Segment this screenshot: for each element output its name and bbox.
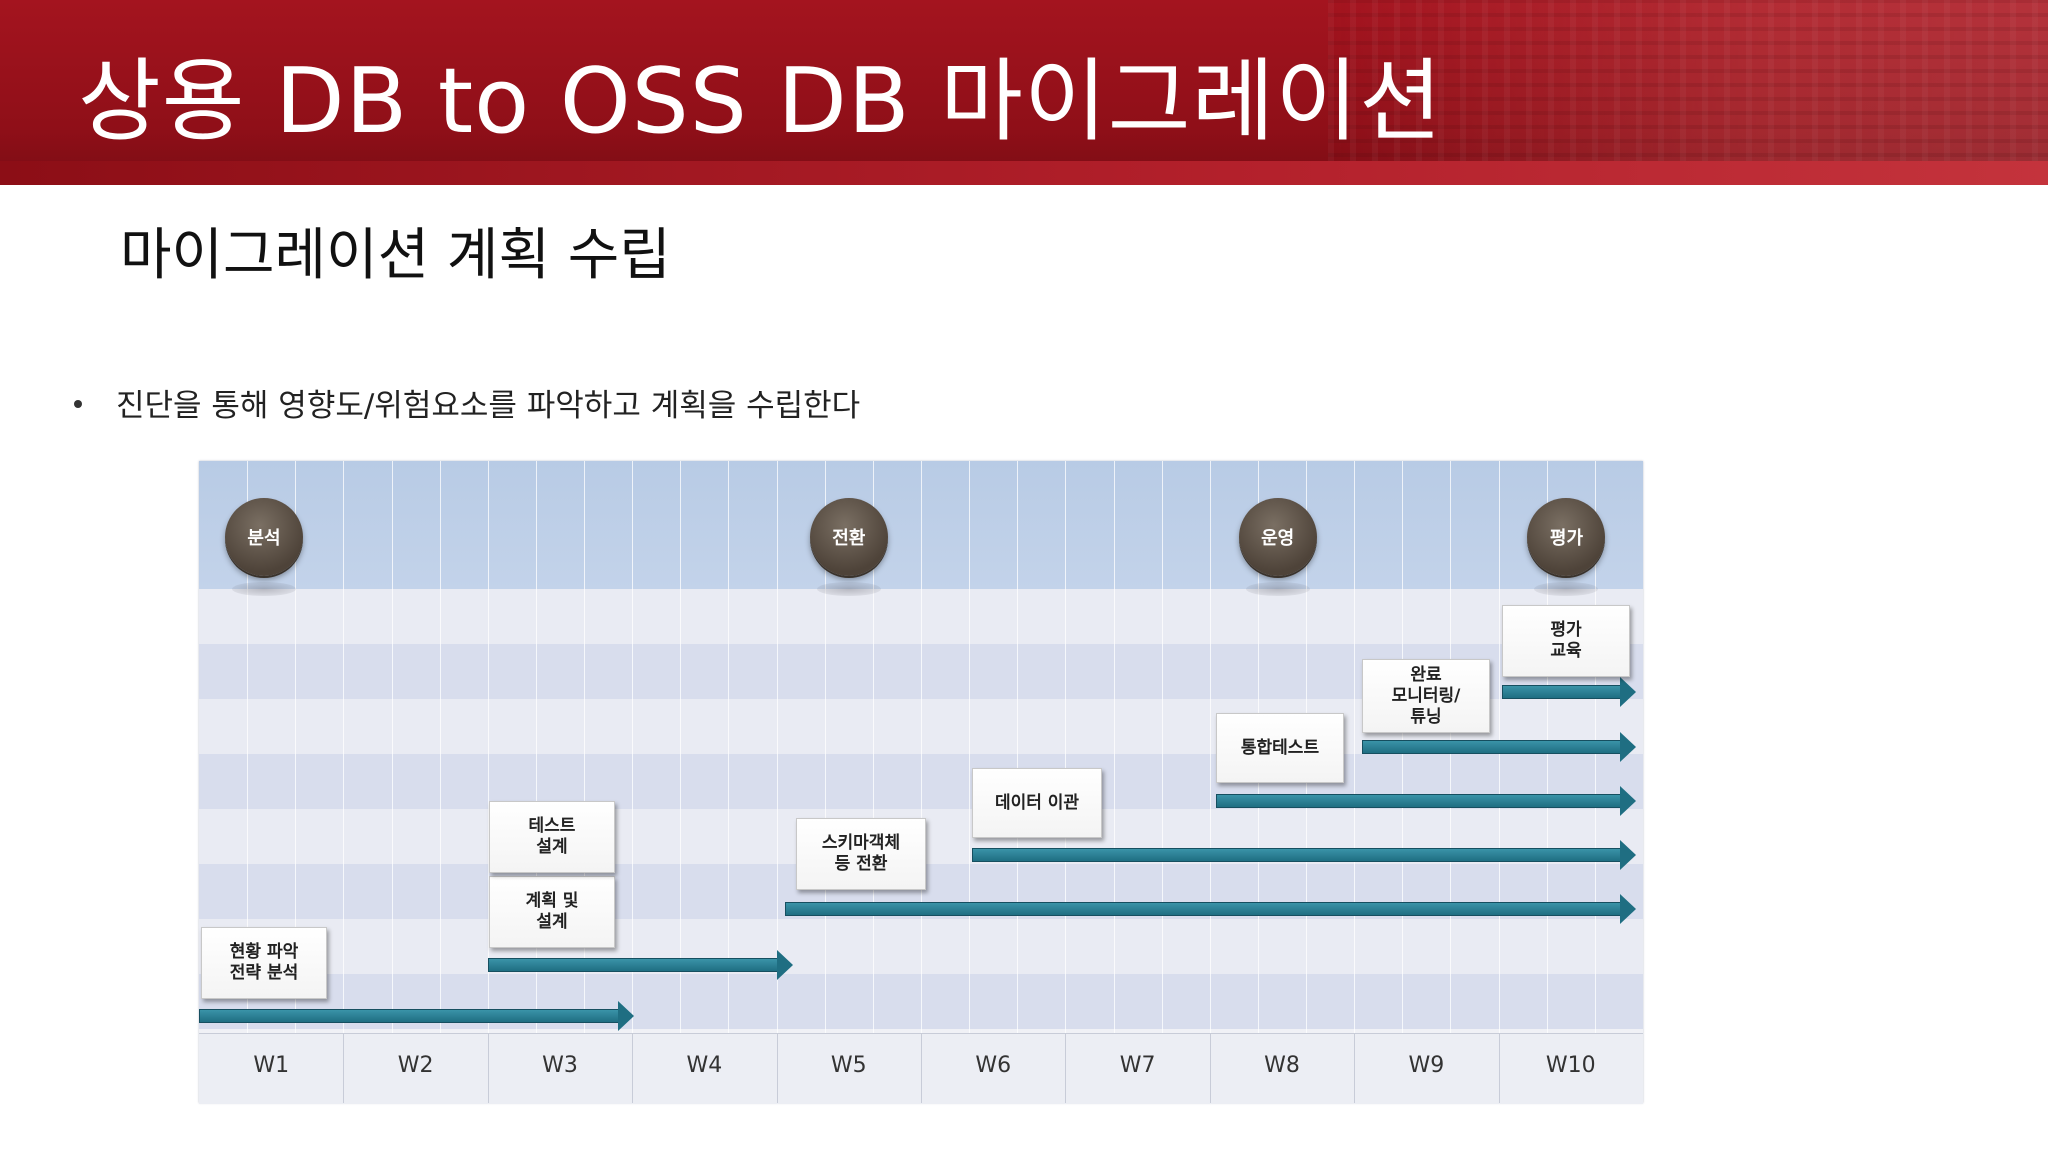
week-separator <box>343 1033 345 1103</box>
gridline <box>1017 461 1018 1033</box>
gridline <box>488 461 489 1033</box>
week-label-w3: W3 <box>542 1053 578 1078</box>
week-label-w5: W5 <box>830 1053 867 1078</box>
week-label-w9: W9 <box>1408 1053 1445 1078</box>
week-label-w4: W4 <box>686 1053 723 1078</box>
gridline <box>825 461 826 1033</box>
milestone-shadow <box>816 582 881 596</box>
milestone-w8: 운영 <box>1238 498 1317 576</box>
arrow-head-icon <box>1620 677 1636 707</box>
gridline <box>1114 461 1115 1033</box>
gridline <box>536 461 537 1033</box>
week-label-w6: W6 <box>975 1053 1012 1078</box>
arrow-head-icon <box>1620 840 1636 870</box>
task-box: 스키마객체 등 전환 <box>796 818 926 890</box>
task-arrow-bar <box>488 950 793 980</box>
gridline <box>680 461 681 1033</box>
week-label-w10: W10 <box>1545 1053 1596 1078</box>
page-title: 상용 DB to OSS DB 마이그레이션 <box>78 49 1443 154</box>
task-box: 완료 모니터링/ 튜닝 <box>1362 659 1490 733</box>
gridline <box>584 461 585 1033</box>
arrow-head-icon <box>777 950 793 980</box>
milestone-shadow <box>1534 582 1599 596</box>
gridline <box>1162 461 1163 1033</box>
gridline <box>969 461 970 1033</box>
gridline <box>1354 461 1355 1033</box>
gridline <box>1065 461 1066 1033</box>
week-separator <box>1498 1033 1500 1103</box>
banner-bottom-band <box>0 161 2048 185</box>
milestone-shadow <box>1245 582 1310 596</box>
week-separator <box>921 1033 922 1103</box>
task-box: 테스트 설계 <box>489 801 615 873</box>
task-arrow-bar <box>1216 786 1636 816</box>
task-arrow-bar <box>785 894 1636 924</box>
gridline <box>921 461 922 1033</box>
task-arrow-bar <box>1502 677 1636 707</box>
task-box: 계획 및 설계 <box>489 876 615 948</box>
week-separator <box>776 1033 778 1103</box>
bullet-item: 진단을 통해 영향도/위험요소를 파악하고 계획을 수립한다 <box>74 380 860 425</box>
gridline <box>873 461 874 1033</box>
task-box: 현황 파악 전략 분석 <box>201 927 327 999</box>
task-box: 평가 교육 <box>1502 605 1630 677</box>
bullet-text: 진단을 통해 영향도/위험요소를 파악하고 계획을 수립한다 <box>116 388 861 424</box>
gridline <box>440 461 441 1033</box>
arrow-head-icon <box>1620 732 1636 762</box>
week-separator <box>487 1033 489 1103</box>
arrow-head-icon <box>1620 894 1636 924</box>
schedule-chart: W1 W2 W3 W4 W5 W6 W7 W8 W9 W10 분석 전환 운영 평가 현황 파악 전략 … <box>199 461 1643 1104</box>
week-separator <box>1209 1033 1211 1103</box>
arrow-head-icon <box>618 1001 634 1031</box>
bullet-dot-icon <box>74 399 82 408</box>
week-label-w2: W2 <box>397 1053 434 1078</box>
task-arrow-bar <box>1362 732 1636 762</box>
gridline <box>247 461 248 1033</box>
milestone-shadow <box>231 582 296 596</box>
task-arrow-bar <box>199 1001 634 1031</box>
task-box: 데이터 이관 <box>972 768 1102 838</box>
week-label-w1: W1 <box>253 1053 290 1078</box>
gridline <box>343 461 344 1033</box>
gridline <box>392 461 393 1033</box>
week-separator <box>1354 1033 1356 1103</box>
gridline <box>632 461 633 1033</box>
milestone-w10: 평가 <box>1527 498 1606 576</box>
task-arrow-bar <box>972 840 1636 870</box>
gridline <box>295 461 296 1033</box>
gridline <box>728 461 729 1033</box>
week-separator <box>1065 1033 1067 1103</box>
milestone-w1: 분석 <box>224 498 303 576</box>
task-box: 통합테스트 <box>1216 713 1344 783</box>
milestone-w5: 전환 <box>809 498 888 576</box>
gridline <box>777 461 778 1033</box>
section-title: 마이그레이션 계획 수립 <box>120 223 671 288</box>
week-label-w8: W8 <box>1264 1053 1300 1078</box>
arrow-head-icon <box>1620 786 1636 816</box>
week-label-w7: W7 <box>1119 1053 1156 1078</box>
week-separator <box>632 1033 634 1103</box>
gridline <box>1210 461 1211 1033</box>
title-banner <box>0 0 2048 185</box>
city-skyline-image <box>1328 0 2048 185</box>
